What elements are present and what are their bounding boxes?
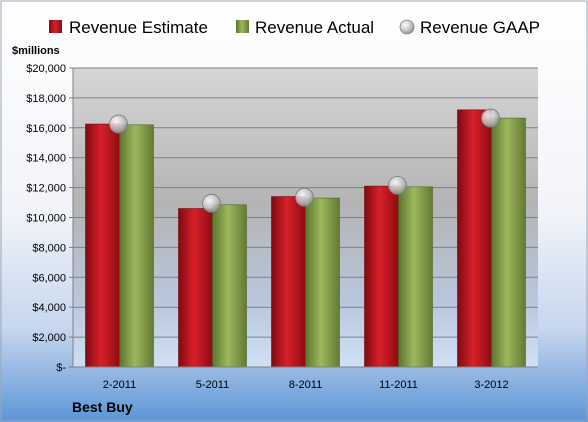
y-tick-label: $4,000: [32, 302, 66, 314]
estimate-bar: [85, 123, 120, 368]
legend-label-estimate: Revenue Estimate: [69, 18, 208, 37]
y-tick-label: $14,000: [26, 153, 66, 165]
gaap-markers-layer: [109, 108, 500, 213]
x-axis: 2-2011 5-2011 8-2011 11-2011 3-2012: [73, 366, 538, 391]
estimate-bar: [271, 196, 306, 368]
gaap-marker: [202, 193, 221, 213]
legend-swatch-actual: [236, 20, 249, 33]
gaap-marker: [109, 114, 128, 134]
legend-marker-gaap: [399, 19, 415, 35]
company-label: Best Buy: [72, 399, 133, 415]
y-tick-label: $8,000: [32, 242, 66, 254]
x-tick-label: 8-2011: [289, 379, 322, 391]
y-axis: $- $2,000 $4,000 $6,000 $8,000 $10,000 $12,000…: [26, 63, 74, 374]
x-tick-label: 2-2011: [103, 379, 136, 391]
legend-label-actual: Revenue Actual: [255, 18, 374, 37]
y-tick-label: $12,000: [26, 183, 66, 195]
y-tick-label: $2,000: [32, 332, 66, 344]
x-tick-label: 11-2011: [379, 379, 418, 391]
x-tick-label: 5-2011: [196, 379, 229, 391]
actual-bar: [305, 197, 340, 368]
gaap-marker: [481, 108, 500, 128]
y-tick-label: $18,000: [26, 93, 66, 105]
legend: Revenue Estimate Revenue Actual Revenue …: [49, 18, 540, 37]
legend-label-gaap: Revenue GAAP: [420, 18, 540, 37]
estimate-bar: [178, 208, 213, 368]
y-tick-label: $20,000: [26, 63, 66, 75]
estimate-bar: [364, 185, 399, 368]
y-tick-label: $6,000: [32, 272, 66, 284]
actual-bar: [212, 204, 247, 368]
gaap-marker: [295, 187, 314, 207]
y-tick-label: $-: [56, 362, 66, 374]
units-label: $millions: [12, 45, 60, 57]
actual-bar: [491, 117, 526, 368]
legend-swatch-estimate: [49, 20, 62, 33]
actual-bar: [398, 186, 433, 368]
y-tick-label: $16,000: [26, 123, 66, 135]
y-tick-label: $10,000: [26, 213, 66, 225]
x-tick-label: 3-2012: [474, 379, 508, 391]
actual-bar: [119, 124, 154, 368]
gaap-marker: [388, 175, 407, 195]
bars-layer: [85, 109, 526, 368]
estimate-bar: [457, 109, 492, 368]
